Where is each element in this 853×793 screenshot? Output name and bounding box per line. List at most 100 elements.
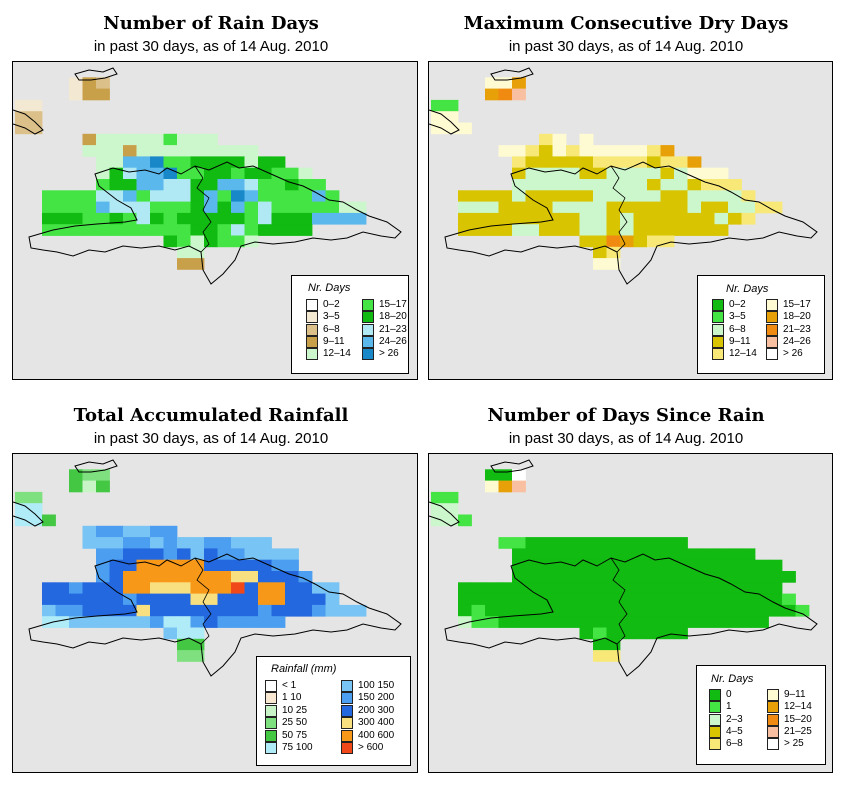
grid-cell: [593, 650, 607, 662]
grid-cell: [795, 604, 810, 617]
legend-swatch: [341, 742, 353, 754]
grid-cell: [96, 582, 110, 594]
grid-cell: [620, 627, 634, 640]
grid-cell: [204, 548, 218, 561]
grid-cell: [204, 201, 218, 214]
grid-cell: [42, 604, 56, 617]
grid-cell: [525, 571, 540, 583]
grid-cell: [552, 167, 567, 180]
grid-cell: [231, 537, 245, 549]
grid-cell: [525, 212, 540, 225]
grid-cell: [244, 190, 259, 202]
grid-cell: [82, 224, 97, 236]
grid-cell: [258, 201, 272, 214]
grid-cell: [96, 167, 110, 180]
grid-cell: [231, 179, 245, 191]
grid-cell: [444, 491, 459, 504]
grid-cell: [123, 548, 137, 561]
grid-cell: [674, 201, 688, 214]
legend-swatch: [306, 323, 318, 336]
grid-cell: [123, 156, 137, 169]
grid-cell: [42, 190, 56, 202]
grid-cell: [498, 212, 513, 225]
grid-cell: [498, 604, 513, 617]
grid-cell: [96, 156, 110, 169]
grid-cell: [190, 179, 205, 191]
grid-cell: [231, 593, 245, 606]
grid-cell: [431, 514, 445, 527]
grid-cell: [539, 156, 553, 169]
grid-cell: [136, 548, 151, 561]
grid-cell: [647, 156, 661, 169]
grid-cell: [660, 548, 675, 561]
grid-cell: [620, 559, 634, 572]
grid-cell: [177, 190, 191, 202]
grid-cell: [579, 156, 594, 169]
grid-cell: [674, 571, 688, 583]
grid-cell: [458, 212, 472, 225]
grid-cell: [593, 559, 607, 572]
legend-swatch: [712, 311, 724, 324]
grid-cell: [69, 469, 83, 481]
grid-cell: [539, 616, 553, 628]
grid-cell: [674, 627, 688, 640]
grid-cell: [204, 212, 218, 225]
grid-cell: [69, 593, 83, 606]
grid-cell: [109, 190, 124, 202]
grid-cell: [512, 145, 526, 157]
grid-cell: [258, 571, 272, 583]
coastline: [13, 501, 44, 527]
grid-cell: [741, 571, 756, 583]
grid-cell: [285, 224, 299, 236]
grid-cell: [163, 212, 178, 225]
grid-cell: [714, 212, 729, 225]
grid-cell: [660, 582, 675, 594]
grid-cell: [163, 224, 178, 236]
grid-cell: [458, 190, 472, 202]
grid-cell: [96, 77, 110, 89]
grid-cell: [741, 616, 756, 628]
grid-cell: [552, 571, 567, 583]
legend-label: > 25: [784, 738, 804, 750]
grid-cell: [15, 514, 29, 527]
grid-cell: [701, 616, 715, 628]
coastline: [444, 553, 818, 677]
grid-cell: [701, 212, 715, 225]
grid-cell: [660, 593, 675, 606]
days-since-rain-map: Nr. Days 0 1 2–3 4–5 6–8 9–11 12–14 15–20 21–25 >…: [428, 453, 833, 773]
grid-cell: [552, 593, 567, 606]
grid-cell: [728, 548, 742, 561]
grid-cell: [620, 604, 634, 617]
grid-cell: [755, 582, 769, 594]
grid-cell: [82, 133, 97, 146]
grid-cell: [593, 212, 607, 225]
grid-cell: [298, 582, 313, 594]
grid-cell: [258, 616, 272, 628]
legend-label: 3–5: [323, 311, 340, 323]
grid-cell: [431, 99, 445, 112]
grid-cell: [620, 593, 634, 606]
grid-cell: [190, 537, 205, 549]
legend-swatch: [362, 348, 374, 361]
grid-cell: [647, 224, 661, 236]
grid-cell: [325, 593, 340, 606]
grid-cell: [606, 179, 621, 191]
grid-cell: [471, 212, 486, 225]
grid-cell: [539, 559, 553, 572]
days-since-rain-legend: Nr. Days 0 1 2–3 4–5 6–8 9–11 12–14 15–20 21–25 >…: [696, 665, 826, 765]
legend-label: 15–20: [784, 713, 812, 725]
grid-cell: [768, 604, 783, 617]
grid-cell: [674, 593, 688, 606]
grid-cell: [258, 156, 272, 169]
legend-label: 9–11: [729, 335, 751, 347]
grid-cell: [620, 537, 634, 549]
legend-title: Nr. Days: [726, 283, 769, 295]
grid-cell: [633, 156, 648, 169]
grid-cell: [217, 571, 232, 583]
grid-cell: [431, 491, 445, 504]
grid-cell: [204, 559, 218, 572]
grid-cell: [28, 491, 43, 504]
legend-swatch: [306, 335, 318, 348]
grid-cell: [579, 593, 594, 606]
grid-cell: [96, 145, 110, 157]
